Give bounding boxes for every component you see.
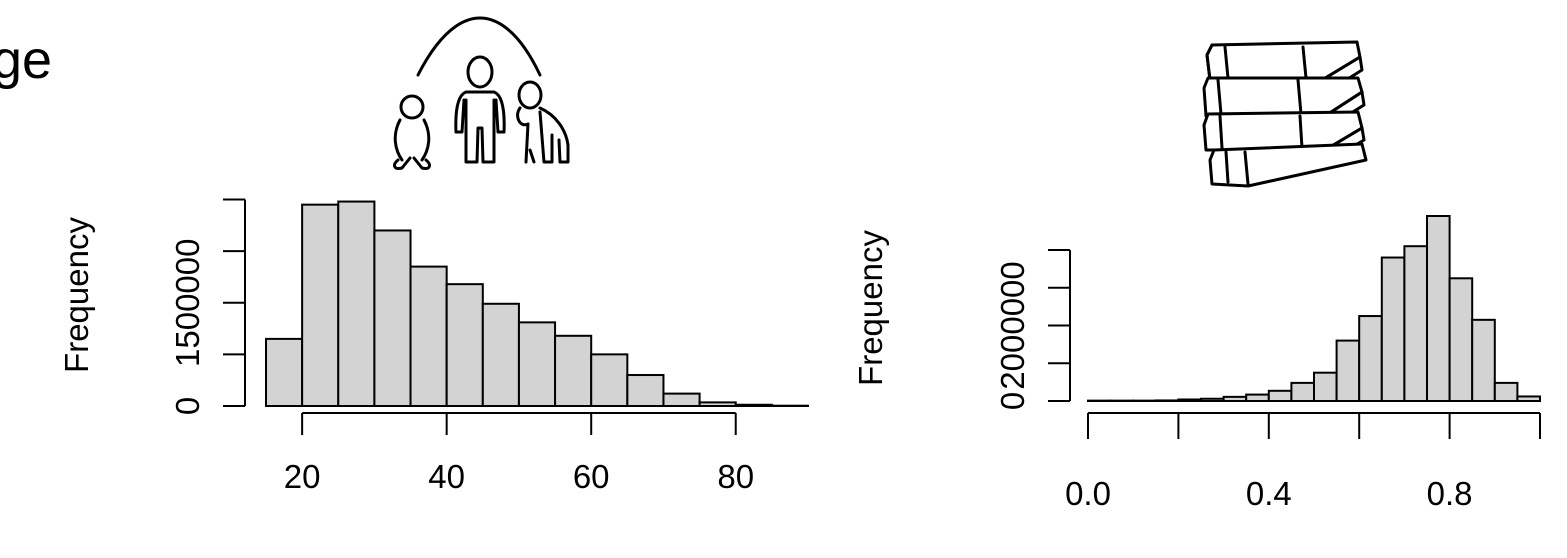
histogram-panel-1: 0 1500000 Frequency 20 40 60 80 <box>58 199 808 495</box>
histogram-bar <box>1224 397 1247 401</box>
histogram-bar <box>302 205 338 406</box>
histogram-bar <box>1269 391 1292 401</box>
histogram-bar <box>519 322 555 406</box>
y-axis-label: Frequency <box>58 217 95 373</box>
histogram-bar <box>1246 395 1269 401</box>
histogram-bar <box>663 394 699 406</box>
x-tick-label: 20 <box>284 458 321 495</box>
histogram-bar <box>1472 320 1495 401</box>
panel-title-fragment: ge <box>0 30 52 90</box>
y-axis-label: Frequency <box>852 230 889 386</box>
histogram-bar <box>447 284 483 406</box>
histogram-bar <box>1201 399 1224 401</box>
x-tick-label: 0.4 <box>1246 475 1292 512</box>
y-tick-label: 2000000 <box>994 261 1031 389</box>
people-age-groups-icon <box>395 18 568 168</box>
y-tick-label: 0 <box>994 392 1031 410</box>
histogram-bar <box>374 230 410 406</box>
histogram-bar <box>1404 246 1427 401</box>
x-tick-label: 80 <box>717 458 754 495</box>
histogram-bar <box>1495 383 1518 401</box>
histogram-bar <box>411 267 447 406</box>
x-tick-label: 0.8 <box>1427 475 1473 512</box>
histogram-bar <box>1427 216 1450 401</box>
x-tick-label: 40 <box>428 458 465 495</box>
histogram-bar <box>627 375 663 406</box>
histogram-bar <box>1382 258 1405 401</box>
histogram-bar <box>266 339 302 406</box>
histogram-bar <box>736 405 772 406</box>
histogram-bar <box>555 336 591 406</box>
histogram-bar <box>1337 341 1360 401</box>
histogram-bar <box>338 202 374 406</box>
histogram-bar <box>483 304 519 406</box>
x-tick-label: 60 <box>573 458 610 495</box>
y-tick-label: 0 <box>169 397 206 415</box>
x-tick-label: 0.0 <box>1065 475 1111 512</box>
histogram-bar <box>1517 396 1540 401</box>
histogram-bar <box>1156 400 1179 401</box>
histogram-bar <box>1178 399 1201 401</box>
histogram-bar <box>1450 278 1473 401</box>
histogram-panel-2: 0 2000000 Frequency 0.0 0.4 0.8 <box>852 216 1540 512</box>
histogram-bar <box>1359 316 1382 401</box>
histogram-bar <box>1291 383 1314 401</box>
books-stack-icon <box>1204 42 1366 186</box>
y-tick-label: 1500000 <box>169 239 206 367</box>
histogram-bar <box>1314 373 1337 401</box>
histogram-bar <box>591 354 627 406</box>
histogram-bar <box>700 402 736 406</box>
